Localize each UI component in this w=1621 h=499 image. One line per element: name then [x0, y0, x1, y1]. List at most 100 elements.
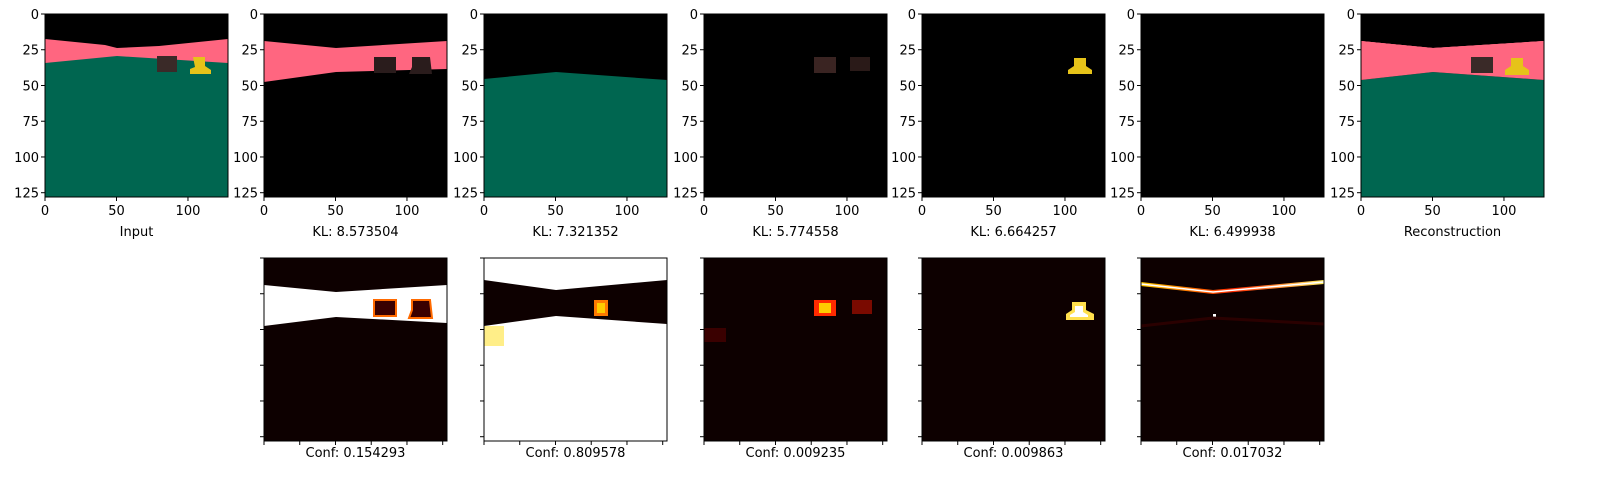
mask-caption: Conf: 0.154293	[306, 446, 406, 461]
y-tick-label: 25	[1118, 44, 1135, 59]
mask-4-object-core	[1070, 306, 1088, 317]
panel-mask-5	[1140, 258, 1325, 441]
y-tick-label: 0	[1127, 8, 1135, 23]
panel-caption: Reconstruction	[1404, 225, 1501, 240]
y-tick-label: 125	[453, 187, 478, 202]
mask-frame	[921, 257, 1106, 442]
y-tick-label: 0	[470, 8, 478, 23]
y-tick-label: 50	[22, 79, 39, 94]
y-tick-label: 0	[908, 8, 916, 23]
mask-frame	[1140, 257, 1325, 442]
panel-frame	[44, 13, 229, 198]
slot-2-floor	[484, 72, 667, 197]
y-tick-label: 25	[461, 44, 478, 59]
recon-yellow-object	[1505, 58, 1529, 75]
mask-frame	[703, 257, 888, 442]
panel-frame	[263, 13, 448, 198]
recon-dark-object	[1471, 57, 1493, 73]
panel-caption: KL: 7.321352	[532, 225, 618, 240]
x-tick-label: 50	[1204, 204, 1221, 219]
y-tick-label: 100	[233, 151, 258, 166]
panel-slot-4	[922, 14, 1105, 197]
panel-caption: KL: 6.664257	[970, 225, 1056, 240]
y-tick-label: 50	[1118, 79, 1135, 94]
slot-5-bg	[1141, 14, 1324, 197]
x-tick-label: 50	[985, 204, 1002, 219]
panel-frame	[921, 13, 1106, 198]
panel-mask-2	[484, 258, 667, 441]
y-tick-label: 75	[22, 115, 39, 130]
x-tick-label: 50	[767, 204, 784, 219]
mask-3-bg	[704, 258, 887, 441]
x-tick-label: 100	[1272, 204, 1297, 219]
y-tick-label: 125	[1330, 187, 1355, 202]
y-tick-label: 50	[681, 79, 698, 94]
panel-slot-1	[264, 14, 447, 197]
recon-floor	[1361, 72, 1544, 197]
input-dark-object	[157, 56, 177, 72]
x-tick-label: 0	[700, 204, 708, 219]
recon-wall-band	[1361, 41, 1544, 80]
y-tick-label: 75	[241, 115, 258, 130]
y-tick-label: 75	[1118, 115, 1135, 130]
slot-3-object-a	[814, 57, 836, 73]
mask-caption: Conf: 0.009235	[746, 446, 846, 461]
slot-1-object-a	[374, 57, 396, 73]
mask-frame	[263, 257, 448, 442]
y-tick-label: 0	[690, 8, 698, 23]
y-tick-label: 50	[461, 79, 478, 94]
y-tick-label: 25	[681, 44, 698, 59]
input-floor	[45, 56, 228, 197]
y-tick-label: 50	[899, 79, 916, 94]
mask-5-wall-edge-core	[1140, 281, 1325, 293]
mask-2-object-core	[597, 303, 605, 313]
y-tick-label: 125	[233, 187, 258, 202]
panel-slot-2	[484, 14, 667, 197]
mask-caption: Conf: 0.017032	[1183, 446, 1283, 461]
panel-slot-3	[704, 14, 887, 197]
mask-1-object-b	[407, 299, 434, 319]
mask-1-bg	[264, 258, 447, 441]
y-tick-label: 25	[899, 44, 916, 59]
mask-3-edge-glow	[704, 328, 726, 342]
x-tick-label: 0	[1357, 204, 1365, 219]
x-tick-label: 0	[260, 204, 268, 219]
input-yellow-object	[190, 57, 211, 74]
x-tick-label: 100	[395, 204, 420, 219]
y-tick-label: 25	[1338, 44, 1355, 59]
mask-1-wall	[264, 285, 447, 326]
mask-3-object-b	[852, 300, 872, 314]
panel-frame	[1140, 13, 1325, 198]
x-tick-label: 100	[1492, 204, 1517, 219]
y-tick-label: 100	[453, 151, 478, 166]
axes-layer: 0 50 100 0 25 50 75 100 125 Input 0 50 100 0 25 50 75 100…	[14, 8, 1545, 461]
y-tick-label: 100	[673, 151, 698, 166]
panel-caption: KL: 5.774558	[752, 225, 838, 240]
panel-frame	[1360, 13, 1545, 198]
y-tick-label: 0	[250, 8, 258, 23]
slot-1-wall	[264, 41, 447, 82]
y-tick-label: 125	[1110, 187, 1135, 202]
panel-caption: Input	[120, 225, 154, 240]
panel-frame	[483, 13, 668, 198]
mask-2-dark-band	[484, 280, 667, 326]
x-tick-label: 50	[1424, 204, 1441, 219]
y-tick-label: 100	[1330, 151, 1355, 166]
x-tick-label: 50	[327, 204, 344, 219]
slot-4-yellow-object	[1068, 58, 1092, 74]
slot-4-bg	[922, 14, 1105, 197]
mask-3-object-a-core	[819, 303, 831, 313]
panel-mask-4	[922, 258, 1105, 441]
panel-frame	[703, 13, 888, 198]
y-tick-label: 0	[1347, 8, 1355, 23]
panel-caption: KL: 8.573504	[312, 225, 398, 240]
y-tick-label: 100	[891, 151, 916, 166]
y-tick-label: 75	[1338, 115, 1355, 130]
panel-input	[45, 14, 228, 197]
x-tick-label: 0	[41, 204, 49, 219]
mask-1-object-a	[373, 299, 397, 317]
slot-3-bg	[704, 14, 887, 197]
x-tick-label: 100	[835, 204, 860, 219]
panel-mask-1	[264, 258, 447, 441]
mask-4-bg	[922, 258, 1105, 441]
